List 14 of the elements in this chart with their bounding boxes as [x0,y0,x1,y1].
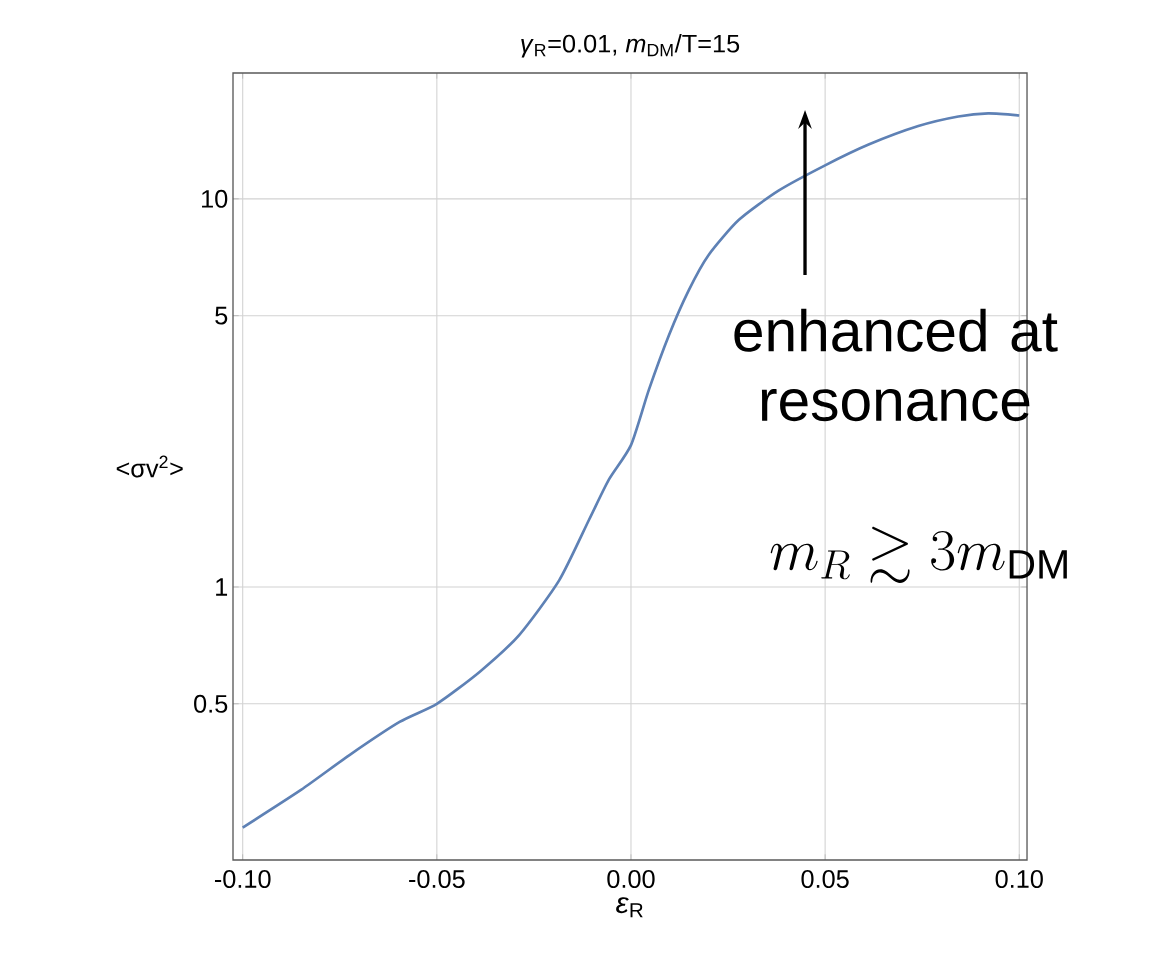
x-tick-label: -0.05 [409,870,465,888]
x-tick-label: -0.10 [214,870,271,888]
y-axis-title: <σv$^{2}$> [116,455,183,478]
annotation: $m_R \gtrsim 3m_{\mathrm{DM}}$ [770,526,1067,583]
x-tick-label: 0.10 [995,870,1043,888]
annotation: enhanced at resonance [734,308,1058,422]
chart-title: γ$_{R}$=0.01, m$_{DM}$/T=15 [521,34,740,58]
y-tick-label: 10 [202,189,228,208]
x-axis-title: ε$_{R}$ [616,897,643,918]
x-tick-label: 0.00 [607,870,655,888]
y-tick-label: 5 [215,306,228,325]
x-tick-label: 0.05 [801,870,849,888]
y-tick-label: 1 [216,578,228,596]
y-tick-label: 0.5 [194,694,228,713]
